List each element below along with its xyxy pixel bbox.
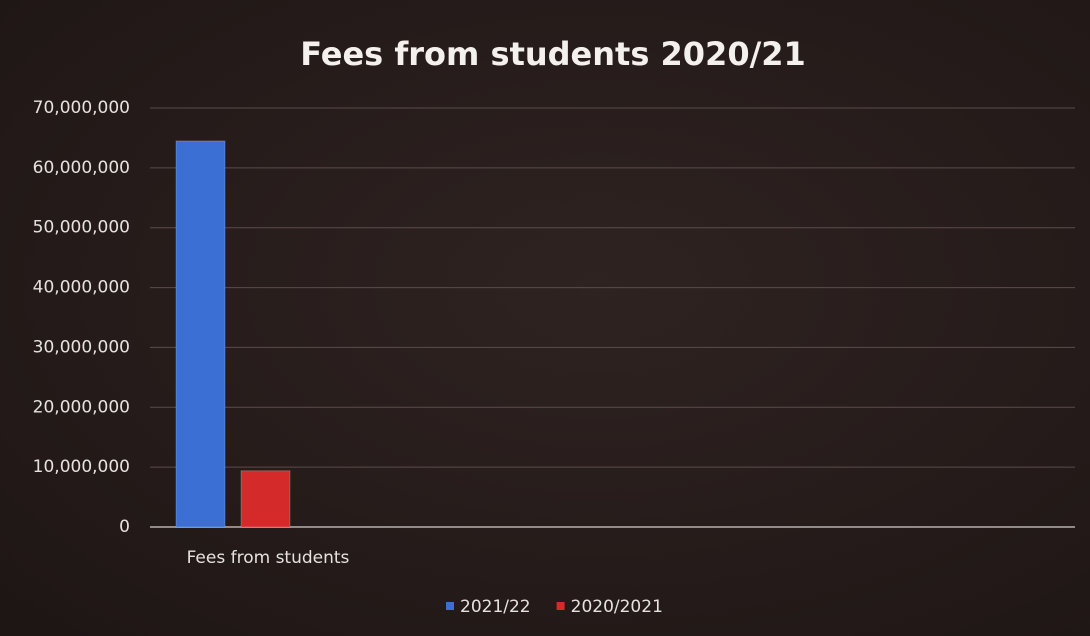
legend-label: 2021/22 <box>460 597 531 617</box>
y-tick-label: 20,000,000 <box>33 397 130 417</box>
chart-title: Fees from students 2020/21 <box>300 35 806 73</box>
y-tick-label: 30,000,000 <box>33 337 130 357</box>
y-tick-label: 50,000,000 <box>33 218 130 238</box>
y-tick-label: 40,000,000 <box>33 278 130 298</box>
y-tick-label: 70,000,000 <box>33 98 130 118</box>
bar <box>175 140 226 528</box>
legend-label: 2020/2021 <box>571 597 663 617</box>
x-tick-label: Fees from students <box>187 548 350 568</box>
legend-swatch <box>446 602 454 610</box>
legend-swatch <box>556 602 565 610</box>
y-tick-label: 10,000,000 <box>33 457 130 477</box>
bar <box>240 470 291 528</box>
y-tick-label: 0 <box>119 517 130 537</box>
y-tick-label: 60,000,000 <box>33 158 130 178</box>
